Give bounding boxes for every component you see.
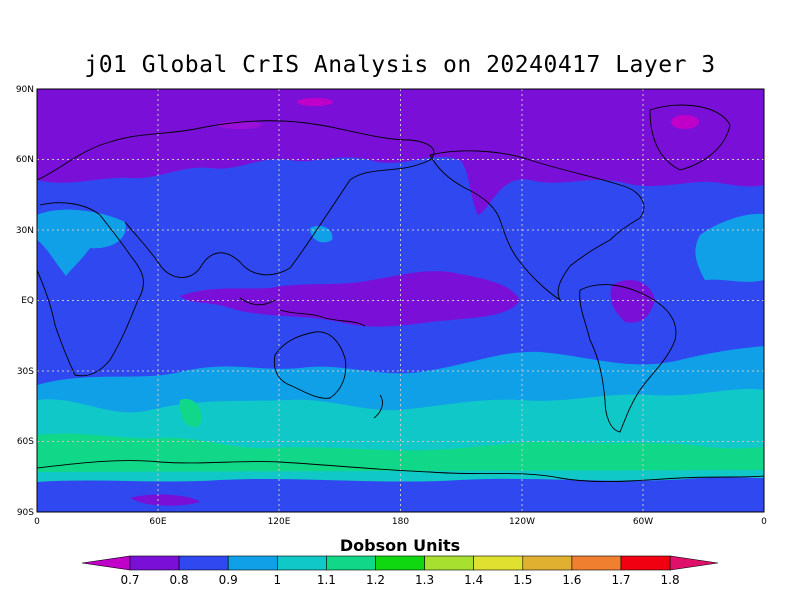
- colorbar-tick-label: 1.6: [562, 573, 581, 587]
- colorbar-segment: [620, 555, 671, 571]
- lat-label: 90S: [17, 508, 34, 518]
- field-blob-lightblue-n1: [37, 209, 126, 276]
- coast-se-asia: [239, 297, 366, 327]
- lat-label: 60S: [17, 437, 34, 447]
- colorbar-end-high: [669, 555, 719, 571]
- lon-label: 60E: [149, 517, 166, 527]
- field-blob-lightblue-n2: [310, 225, 333, 243]
- lon-label: 0: [761, 517, 767, 527]
- colorbar-segment: [375, 555, 425, 571]
- coast-antarctica: [37, 460, 764, 483]
- lat-label: 90N: [16, 85, 34, 95]
- colorbar-tick-label: 0.7: [120, 573, 139, 587]
- coast-north-america: [429, 150, 645, 302]
- colorbar-tick-label: 1: [273, 573, 281, 587]
- colorbar: 0.7 0.8 0.9 1 1.1 1.2 1.3 1.4 1.5 1.6 1.7 1.8: [81, 555, 719, 587]
- field-blob-lightblue-n3: [695, 213, 764, 282]
- colorbar-segment: [178, 555, 229, 571]
- colorbar-segment: [129, 555, 180, 571]
- field-spot-magenta-2: [671, 115, 699, 129]
- coast-south-america: [579, 284, 677, 433]
- lon-label: 120W: [509, 517, 535, 527]
- colorbar-segment: [276, 555, 327, 571]
- lon-axis-labels: 0 60E 120E 180 120W 60W 0: [34, 517, 767, 527]
- lat-axis-labels: 90N 60N 30N EQ 30S 60S 90S: [16, 85, 34, 518]
- map-title: j01 Global CrIS Analysis on 20240417 Lay…: [84, 52, 716, 78]
- colorbar-end-low: [81, 555, 131, 571]
- colorbar-tick-label: 1.5: [513, 573, 532, 587]
- coast-africa: [37, 202, 144, 377]
- field-blob-green-2: [560, 445, 640, 468]
- colorbar-tick-label: 0.9: [219, 573, 238, 587]
- colorbar-tick-label: 1.2: [366, 573, 385, 587]
- field-antarctic-violet: [130, 494, 200, 506]
- field-blob-green-1: [179, 399, 202, 428]
- colorbar-segment: [473, 555, 524, 571]
- field-spot-magenta-1: [297, 98, 333, 106]
- lon-label: 0: [34, 517, 40, 527]
- colorbar-tick-label: 1.1: [317, 573, 336, 587]
- colorbar-segment: [522, 555, 573, 571]
- colorbar-tick-label: 1.3: [415, 573, 434, 587]
- lat-label: EQ: [21, 296, 34, 306]
- lon-label: 60W: [633, 517, 653, 527]
- colorbar-units-label: Dobson Units: [339, 536, 461, 555]
- field-band-violet-north: [37, 89, 764, 215]
- lat-label: 30N: [16, 226, 34, 236]
- coastlines: [37, 104, 764, 483]
- coast-australia: [273, 331, 347, 399]
- lat-label: 30S: [17, 367, 34, 377]
- map-graticule: [37, 89, 764, 512]
- colorbar-segment: [571, 555, 622, 571]
- field-band-violet-sa: [610, 280, 655, 323]
- lat-label: 60N: [16, 155, 34, 165]
- coast-greenland: [649, 104, 731, 171]
- map-frame: [36, 88, 765, 513]
- field-band-violet-equator: [180, 271, 520, 327]
- colorbar-segment: [424, 555, 475, 571]
- lon-label: 120E: [268, 517, 291, 527]
- coast-nz: [373, 394, 383, 419]
- colorbar-segment: [326, 555, 376, 571]
- colorbar-tick-label: 1.8: [661, 573, 680, 587]
- colorbar-tick-label: 0.8: [170, 573, 189, 587]
- colorbar-tick-label: 1.4: [464, 573, 483, 587]
- coast-eurasia: [37, 120, 435, 278]
- colorbar-segment: [227, 555, 278, 571]
- lon-label: 180: [392, 517, 409, 527]
- colorbar-tick-label: 1.7: [611, 573, 630, 587]
